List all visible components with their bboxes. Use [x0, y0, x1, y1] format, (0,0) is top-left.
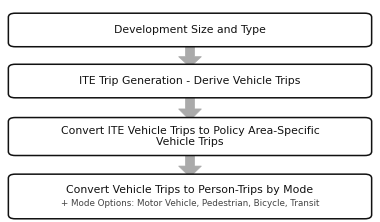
- Polygon shape: [179, 95, 201, 120]
- Polygon shape: [179, 153, 201, 177]
- Polygon shape: [179, 44, 201, 67]
- Text: Development Size and Type: Development Size and Type: [114, 25, 266, 35]
- FancyBboxPatch shape: [8, 174, 372, 219]
- Text: + Mode Options: Motor Vehicle, Pedestrian, Bicycle, Transit: + Mode Options: Motor Vehicle, Pedestria…: [61, 199, 319, 208]
- Text: ITE Trip Generation - Derive Vehicle Trips: ITE Trip Generation - Derive Vehicle Tri…: [79, 76, 301, 86]
- FancyBboxPatch shape: [8, 118, 372, 156]
- Text: Convert ITE Vehicle Trips to Policy Area-Specific
Vehicle Trips: Convert ITE Vehicle Trips to Policy Area…: [61, 126, 319, 147]
- FancyBboxPatch shape: [8, 64, 372, 98]
- FancyBboxPatch shape: [8, 13, 372, 47]
- Text: Convert Vehicle Trips to Person-Trips by Mode: Convert Vehicle Trips to Person-Trips by…: [66, 185, 314, 195]
